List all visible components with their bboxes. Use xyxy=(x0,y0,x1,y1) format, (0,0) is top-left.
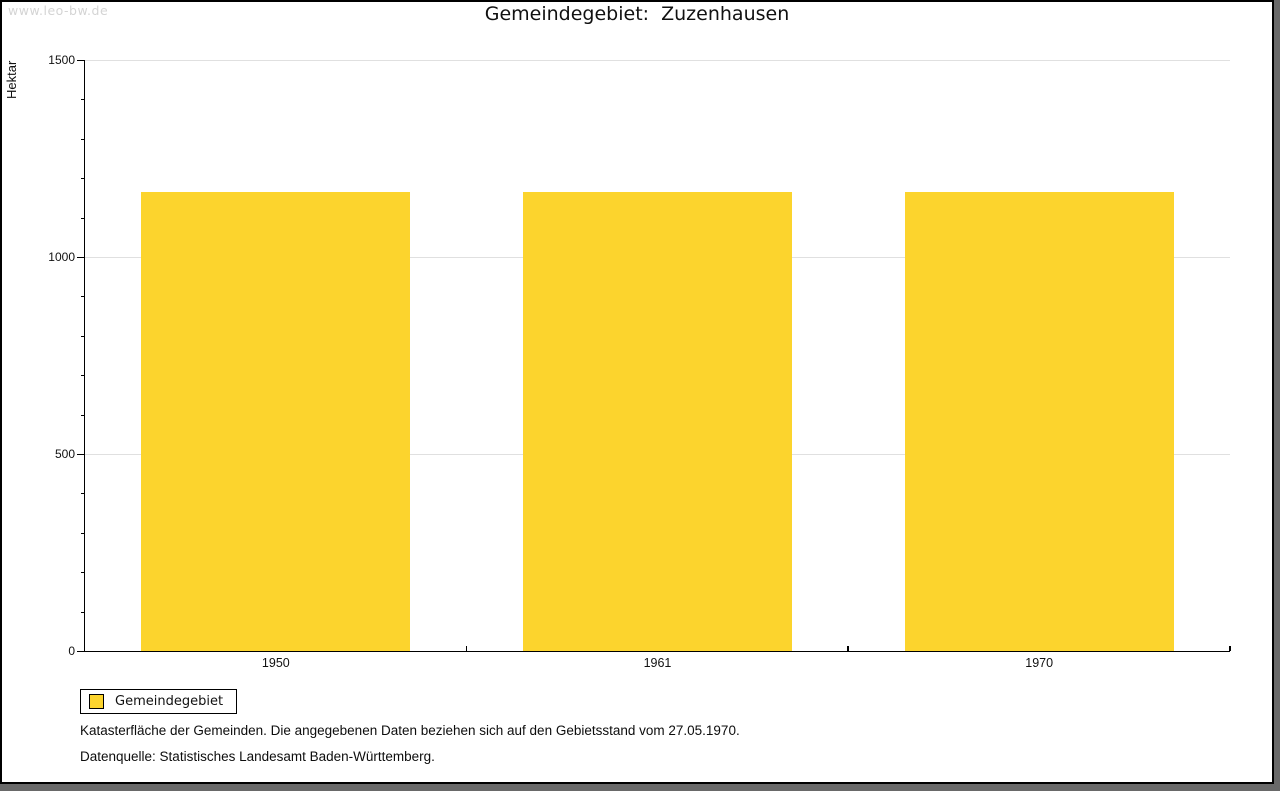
y-tick-label-500: 500 xyxy=(54,446,75,461)
y-tick-minor xyxy=(81,572,85,574)
watermark: www.leo-bw.de xyxy=(8,3,109,18)
y-tick-label-1000: 1000 xyxy=(48,249,75,264)
legend-label: Gemeindegebiet xyxy=(115,694,224,709)
bar-1950 xyxy=(141,191,411,651)
legend-swatch xyxy=(89,694,104,709)
x-tick-boundary xyxy=(465,645,468,651)
y-tick-major-1500 xyxy=(77,59,85,61)
bar-1970 xyxy=(904,191,1174,651)
x-tick-label-1950: 1950 xyxy=(261,655,290,670)
x-tick-label-1961: 1961 xyxy=(643,655,672,670)
x-tick-boundary xyxy=(1229,645,1231,651)
y-axis-line xyxy=(83,60,85,651)
bar-1961 xyxy=(522,191,793,651)
y-tick-label-0: 0 xyxy=(68,643,75,658)
chart-title: Gemeindegebiet: Zuzenhausen xyxy=(484,3,790,25)
x-tick-label-1970: 1970 xyxy=(1025,655,1054,670)
y-tick-minor xyxy=(81,532,85,534)
y-tick-minor xyxy=(81,217,85,219)
gridline-1500 xyxy=(85,60,1230,61)
legend: Gemeindegebiet xyxy=(80,689,238,714)
y-tick-major-500 xyxy=(77,453,85,455)
y-tick-minor xyxy=(81,99,85,101)
y-tick-minor xyxy=(81,493,85,495)
y-tick-label-1500: 1500 xyxy=(48,52,75,67)
footnote-description: Katasterfläche der Gemeinden. Die angege… xyxy=(80,723,740,738)
y-tick-minor xyxy=(81,335,85,337)
y-tick-minor xyxy=(81,611,85,613)
y-tick-minor xyxy=(81,414,85,416)
x-tick-boundary xyxy=(847,645,849,651)
footnote-source: Datenquelle: Statistisches Landesamt Bad… xyxy=(80,749,435,764)
y-tick-minor xyxy=(81,138,85,140)
y-tick-major-1000 xyxy=(77,256,85,258)
y-tick-minor xyxy=(81,178,85,180)
x-axis-line xyxy=(83,650,1230,652)
y-tick-minor xyxy=(81,296,85,298)
y-tick-major-0 xyxy=(77,650,85,652)
y-tick-minor xyxy=(81,375,85,377)
